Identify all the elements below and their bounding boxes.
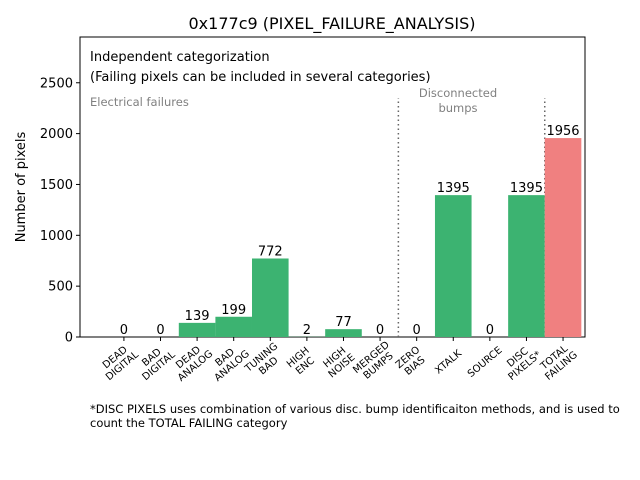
value-label: 1395	[510, 181, 543, 196]
category-separators	[397, 98, 546, 337]
annotation-bumps: bumps	[438, 101, 477, 115]
value-label: 2	[303, 323, 311, 338]
bar	[508, 195, 545, 337]
x-tick-label: TUNINGBAD	[242, 341, 287, 384]
x-tick-label: TOTALFAILING	[536, 341, 580, 383]
x-tick-label: HIGHENC	[285, 345, 319, 378]
annotation-several-categories: (Failing pixels can be included in sever…	[90, 70, 431, 85]
x-tick-label-line: XTALK	[433, 348, 464, 377]
value-label: 1956	[546, 124, 579, 139]
annotation-independent: Independent categorization	[90, 50, 270, 65]
x-tick-label: DISCPIXELS*	[499, 341, 543, 383]
value-label: 0	[376, 323, 384, 338]
y-tick-label: 2500	[40, 76, 73, 91]
value-label: 772	[258, 244, 283, 259]
x-tick-label: MERGEDBUMPS	[351, 339, 399, 384]
bar	[434, 195, 472, 337]
bar-chart: 0x177c9 (PIXEL_FAILURE_ANALYSIS) Indepen…	[14, 14, 586, 384]
y-tick-label: 1500	[40, 178, 73, 193]
y-tick-label: 0	[65, 331, 73, 346]
x-tick-label: SOURCE	[466, 345, 505, 380]
annotation-disconnected: Disconnected	[419, 86, 497, 100]
bars	[178, 138, 582, 337]
x-tick-label-line: SOURCE	[466, 345, 505, 380]
y-axis-ticks: 0 500 1000 1500 2000 2500	[40, 76, 80, 346]
y-tick-label: 500	[48, 280, 73, 295]
x-tick-label: HIGHNOISE	[320, 344, 358, 381]
bar	[544, 138, 582, 337]
value-label: 139	[185, 309, 210, 324]
x-tick-label: DEADANALOG	[169, 340, 215, 384]
chart-title: 0x177c9 (PIXEL_FAILURE_ANALYSIS)	[189, 14, 476, 34]
y-tick-label: 2000	[40, 127, 73, 142]
y-tick-label: 1000	[40, 229, 73, 244]
value-label: 0	[413, 323, 421, 338]
y-axis-label: Number of pixels	[14, 131, 29, 242]
bar	[215, 316, 252, 337]
value-label: 0	[156, 323, 164, 338]
x-tick-label: ZEROBIAS	[394, 344, 430, 379]
value-label: 199	[221, 303, 246, 318]
x-tick-label: XTALK	[433, 348, 464, 377]
value-label: 0	[120, 323, 128, 338]
x-axis-ticks: DEADDIGITAL BADDIGITALDEADANALOGBADANALOG…	[97, 337, 580, 384]
x-tick-label: BADDIGITAL	[133, 341, 177, 383]
value-label: 0	[486, 323, 494, 338]
bar	[325, 329, 362, 337]
x-tick-label: DEADDIGITAL	[97, 341, 141, 383]
footnote: *DISC PIXELS uses combination of various…	[90, 402, 620, 430]
x-tick-label: BADANALOG	[206, 340, 252, 384]
bar	[251, 258, 289, 337]
value-labels: 0 0 139 199 772 2 77 0 0 1395 0 1395 1956	[120, 124, 580, 338]
bar	[178, 322, 216, 337]
value-label: 1395	[437, 181, 470, 196]
annotation-electrical-failures: Electrical failures	[90, 95, 189, 109]
value-label: 77	[335, 315, 352, 330]
